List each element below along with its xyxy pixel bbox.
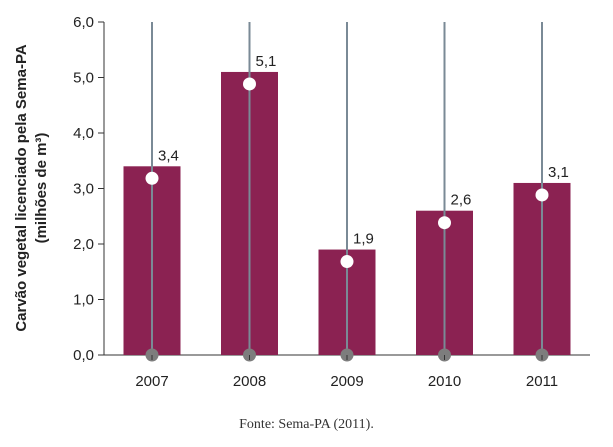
y-axis: 0,0 1,0 2,0 3,0 4,0 5,0 6,0 — [73, 14, 590, 364]
y-tick-label: 4,0 — [73, 125, 94, 142]
y-tick-label: 5,0 — [73, 70, 94, 87]
data-label-2008: 5,1 — [256, 53, 277, 70]
value-marker-2010 — [438, 216, 451, 230]
value-marker-2008 — [243, 77, 256, 91]
y-tick-label: 6,0 — [73, 14, 94, 31]
y-tick-label: 1,0 — [73, 292, 94, 309]
data-label-2011: 3,1 — [548, 164, 569, 181]
data-label-2009: 1,9 — [353, 231, 374, 248]
y-axis-title-line-1: Carvão vegetal licenciado pela Sema-PA — [13, 44, 30, 332]
x-tick-label-2008: 2008 — [233, 373, 266, 390]
y-tick-label: 3,0 — [73, 181, 94, 198]
x-tick-label-2011: 2011 — [526, 373, 558, 390]
value-marker-2007 — [145, 171, 159, 185]
data-label-2010: 2,6 — [451, 192, 472, 209]
value-marker-2009 — [340, 255, 354, 269]
bar-chart: Carvão vegetal licenciado pela Sema-PA (… — [13, 14, 590, 390]
x-tick-label-2009: 2009 — [330, 373, 363, 390]
y-axis-title-line-2: (milhões de m³) — [33, 133, 50, 244]
x-tick-label-2007: 2007 — [135, 373, 168, 390]
y-tick-label: 2,0 — [73, 236, 94, 253]
data-labels-layer: 3,4 5,1 1,9 2,6 3,1 — [158, 53, 569, 248]
y-tick-label: 0,0 — [73, 347, 94, 364]
x-axis-tick-labels: 2007 2008 2009 2010 2011 — [135, 355, 558, 390]
y-axis-title: Carvão vegetal licenciado pela Sema-PA (… — [13, 44, 50, 332]
data-label-2007: 3,4 — [158, 147, 179, 164]
source-note: Fonte: Sema-PA (2011). — [239, 417, 374, 432]
value-marker-2011 — [535, 188, 549, 202]
stems-layer — [145, 22, 549, 362]
x-tick-label-2010: 2010 — [428, 373, 461, 390]
